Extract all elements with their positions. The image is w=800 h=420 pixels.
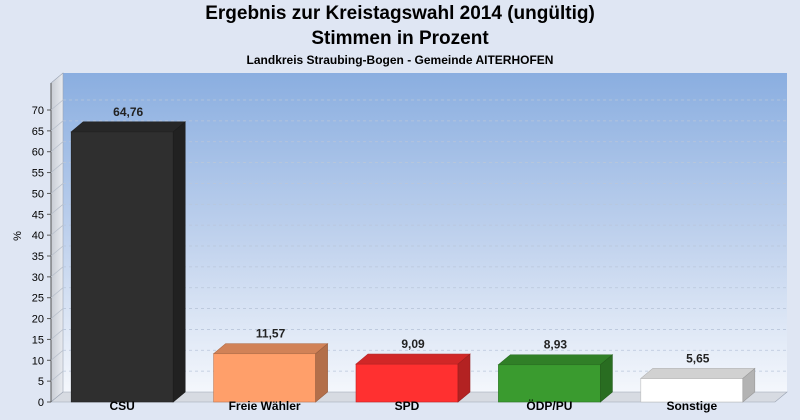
bar-side <box>315 343 328 403</box>
bar-sonstige: 5,65 <box>639 351 756 403</box>
grid-line-wall <box>50 370 64 382</box>
bar-front <box>213 353 316 403</box>
grid-line-wall <box>50 349 64 361</box>
bar-top <box>497 354 614 366</box>
grid-line-wall <box>50 308 64 319</box>
data-label: 11,57 <box>256 327 286 341</box>
bar-front <box>70 131 174 403</box>
bar-csu: 64,76 <box>70 105 187 403</box>
y-tick-label: 5 <box>38 376 44 388</box>
bar-top <box>355 353 471 365</box>
y-tick-label: 70 <box>32 105 44 117</box>
y-tick-label: 20 <box>32 314 44 326</box>
bar-side <box>600 354 613 403</box>
grid-line-wall <box>50 183 64 194</box>
bar-freie-wähler: 11,57 <box>212 327 329 403</box>
grid-line-wall <box>50 245 64 257</box>
grid-line-wall <box>50 162 64 173</box>
bar-front <box>498 364 601 403</box>
y-tick-label: 15 <box>32 334 44 346</box>
y-axis-label: % <box>12 231 24 241</box>
y-tick-label: 35 <box>32 251 44 263</box>
x-tick-label: SPD <box>395 399 420 413</box>
y-tick-label: 55 <box>32 168 44 180</box>
bar-top <box>70 121 187 133</box>
data-label: 8,93 <box>544 338 568 352</box>
x-tick-label: Freie Wähler <box>229 399 301 413</box>
y-tick-label: 60 <box>32 147 44 159</box>
x-tick-label: CSU <box>110 399 135 413</box>
bar-top <box>212 343 329 355</box>
grid-line-wall <box>50 329 64 340</box>
chart-caption: Landkreis Straubing-Bogen - Gemeinde AIT… <box>246 53 554 67</box>
grid-line-wall <box>50 120 64 132</box>
bar-front <box>355 363 459 403</box>
y-tick-label: 0 <box>38 397 44 409</box>
grid-line-wall <box>50 203 64 215</box>
bar-spd: 9,09 <box>355 337 471 403</box>
chart-subtitle: Stimmen in Prozent <box>311 28 489 49</box>
y-tick-label: 40 <box>32 230 44 242</box>
grid-line-wall <box>50 266 64 278</box>
x-tick-label: Sonstige <box>666 399 717 413</box>
y-tick-label: 30 <box>32 272 44 284</box>
y-tick-label: 50 <box>32 188 44 200</box>
y-tick-label: 65 <box>32 126 44 138</box>
y-tick-label: 45 <box>32 209 44 221</box>
chart-title: Ergebnis zur Kreistagswahl 2014 (ungülti… <box>205 3 595 24</box>
bar-top <box>639 368 756 379</box>
bar-side <box>742 367 756 403</box>
grid-line-wall <box>50 224 64 236</box>
data-label: 64,76 <box>113 105 143 119</box>
grid-line-wall <box>50 99 64 111</box>
bar-ödp-pu: 8,93 <box>497 338 614 403</box>
bar-side <box>172 121 186 403</box>
bar-side <box>457 353 471 403</box>
data-label: 9,09 <box>401 337 425 351</box>
y-tick-label: 25 <box>32 293 44 305</box>
y-tick-label: 10 <box>32 355 44 367</box>
grid-line-wall <box>50 287 64 299</box>
data-label: 5,65 <box>686 351 710 365</box>
grid-line-wall <box>50 141 64 153</box>
x-tick-label: ÖDP/PU <box>526 398 572 413</box>
